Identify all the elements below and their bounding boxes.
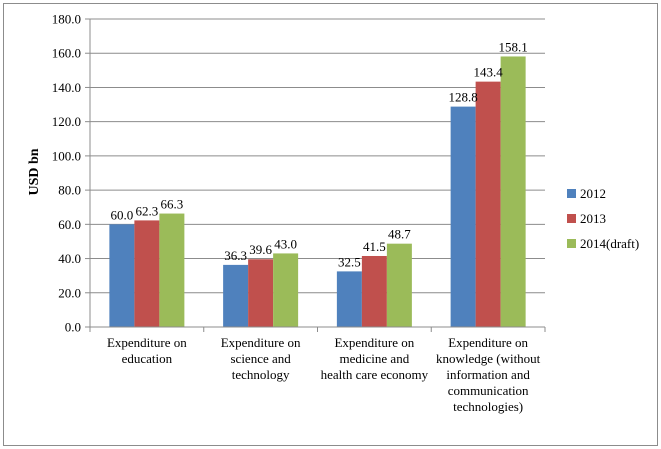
legend-label: 2013 (580, 211, 606, 226)
data-label: 41.5 (363, 239, 386, 254)
x-category-label: Expenditure on (221, 335, 301, 350)
legend: 2012 2013 2014(draft) (567, 186, 639, 251)
x-category-label: communication (448, 383, 529, 398)
bar-2013 (361, 255, 387, 327)
data-label: 66.3 (161, 197, 184, 212)
data-label: 48.7 (388, 227, 411, 242)
data-labels: 60.0 36.3 32.5 128.8 62.3 39.6 41.5 143.4 66.3 43… (111, 39, 528, 269)
data-label: 43.0 (274, 236, 297, 251)
data-label: 128.8 (449, 90, 478, 105)
y-tick-label: 100.0 (52, 148, 81, 163)
x-category-label: health care economy (321, 367, 429, 382)
bar-2013 (248, 259, 274, 327)
legend-label: 2012 (580, 186, 606, 201)
x-category-label: information and (446, 367, 530, 382)
bar-2012 (450, 106, 476, 327)
x-category-label: technologies) (453, 399, 523, 414)
y-tick-label: 60.0 (58, 217, 81, 232)
data-label: 143.4 (474, 65, 504, 80)
data-label: 39.6 (249, 242, 272, 257)
x-category-label: Expenditure on (334, 335, 414, 350)
y-axis-ticks: 0.0 20.0 40.0 60.0 80.0 100.0 120.0 140.0 160.0 1… (52, 12, 90, 335)
bar-2014draft (386, 243, 412, 327)
bar-2012 (109, 224, 135, 327)
bar-2012 (223, 264, 249, 327)
y-tick-label: 0.0 (65, 320, 81, 335)
bar-2014draft (273, 253, 299, 327)
x-category-label: Expenditure on (107, 335, 187, 350)
bar-2012 (336, 271, 362, 327)
legend-swatch (567, 239, 576, 248)
data-label: 62.3 (136, 203, 159, 218)
axes (89, 19, 546, 332)
bar-2014draft (159, 213, 185, 327)
y-tick-label: 120.0 (52, 114, 81, 129)
x-category-label: medicine and (340, 351, 410, 366)
y-axis-label: USD bn (27, 148, 42, 195)
x-category-label: knowledge (without (436, 351, 541, 366)
y-tick-label: 140.0 (52, 80, 81, 95)
x-category-label: technology (232, 367, 290, 382)
bar-2013 (475, 81, 501, 327)
data-label: 158.1 (499, 39, 528, 54)
x-category-label: science and (230, 351, 291, 366)
y-tick-label: 160.0 (52, 46, 81, 61)
data-label: 36.3 (224, 248, 247, 263)
bar-2013 (134, 220, 160, 327)
data-label: 32.5 (338, 254, 361, 269)
bars (109, 56, 526, 328)
data-label: 60.0 (111, 207, 134, 222)
legend-swatch (567, 189, 576, 198)
x-category-label: education (122, 351, 173, 366)
legend-swatch (567, 214, 576, 223)
y-tick-label: 40.0 (58, 251, 81, 266)
y-tick-label: 180.0 (52, 12, 81, 27)
bar-2014draft (500, 56, 526, 328)
x-category-label: Expenditure on (448, 335, 528, 350)
y-tick-label: 20.0 (58, 285, 81, 300)
y-tick-label: 80.0 (58, 183, 81, 198)
legend-label: 2014(draft) (580, 236, 639, 251)
